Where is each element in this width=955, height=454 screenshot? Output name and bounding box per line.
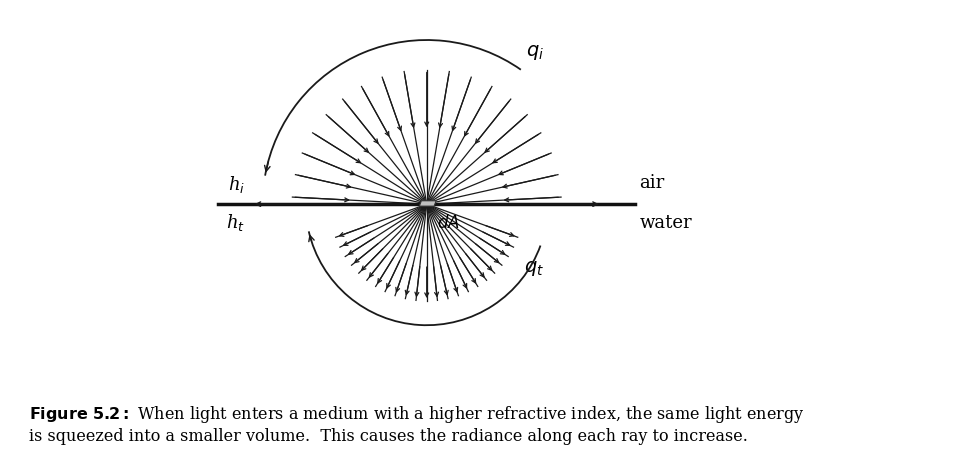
- Text: $\bf{Figure\ 5.2:}$ When light enters a medium with a higher refractive index, t: $\bf{Figure\ 5.2:}$ When light enters a …: [29, 405, 804, 445]
- Text: h$_t$: h$_t$: [226, 212, 245, 233]
- Text: $q_i$: $q_i$: [526, 43, 544, 62]
- Polygon shape: [419, 201, 436, 206]
- Text: $q_t$: $q_t$: [523, 259, 543, 278]
- Text: h$_i$: h$_i$: [228, 174, 245, 195]
- Text: $dA$: $dA$: [437, 213, 460, 232]
- Text: water: water: [639, 213, 691, 232]
- Text: air: air: [639, 174, 665, 192]
